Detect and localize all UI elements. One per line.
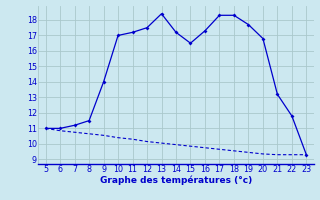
- X-axis label: Graphe des températures (°c): Graphe des températures (°c): [100, 176, 252, 185]
